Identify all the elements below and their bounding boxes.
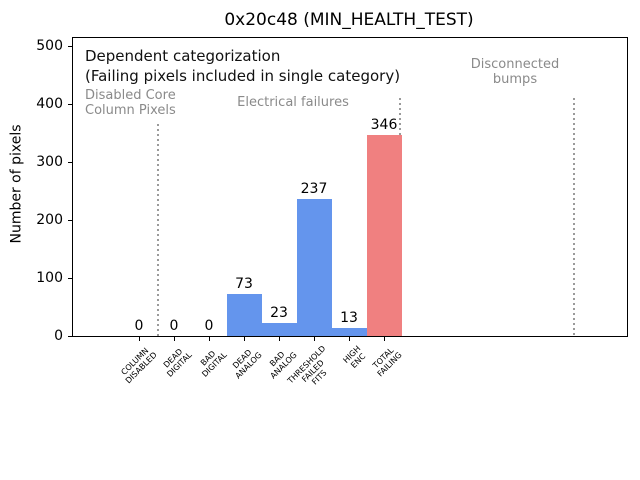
y-tick: [68, 162, 73, 163]
bar: [261, 323, 297, 336]
bar-value-label: 0: [134, 318, 144, 334]
y-tick: [68, 336, 73, 337]
chart-title: 0x20c48 (MIN_HEALTH_TEST): [224, 10, 474, 30]
plot-area: Dependent categorization (Failing pixels…: [36, 37, 628, 387]
annotation-line: bumps: [492, 72, 538, 87]
bar-value-label: 0: [204, 318, 214, 334]
annotation-line: Column Pixels: [85, 103, 176, 118]
y-tick-label: 500: [36, 38, 63, 54]
y-tick-label: 400: [36, 96, 63, 112]
separator-line: [157, 124, 159, 336]
annotation-line: Dependent categorization: [85, 47, 281, 65]
bar-value-label: 73: [235, 276, 253, 292]
bar-value-label: 346: [370, 117, 398, 133]
annotation-line: Disabled Core: [85, 88, 176, 103]
y-tick-label: 300: [36, 154, 63, 170]
bar-value-label: 0: [169, 318, 179, 334]
separator-line: [573, 98, 575, 336]
y-tick: [68, 278, 73, 279]
x-tick: [279, 336, 280, 341]
y-tick: [68, 46, 73, 47]
x-tick: [139, 336, 140, 341]
bar: [296, 199, 332, 336]
bar: [226, 294, 262, 336]
bar: [366, 135, 402, 336]
annotation-line: (Failing pixels included in single categ…: [85, 67, 401, 85]
y-tick-label: 100: [36, 270, 63, 286]
x-tick-label-text: HIGH ENC: [341, 344, 368, 370]
annotation-disconnected-bumps: Disconnected bumps: [435, 57, 595, 87]
y-tick-label: 0: [54, 328, 63, 344]
annotation-electrical-failures: Electrical failures: [237, 95, 349, 110]
x-tick: [314, 336, 315, 341]
x-tick: [244, 336, 245, 341]
x-tick: [209, 336, 210, 341]
y-tick: [68, 104, 73, 105]
y-tick-label: 200: [36, 212, 63, 228]
y-tick: [68, 220, 73, 221]
x-tick: [349, 336, 350, 341]
x-tick-label-text: TOTAL FAILING: [371, 345, 404, 379]
x-tick: [174, 336, 175, 341]
bar: [331, 328, 367, 336]
bar-value-label: 237: [300, 181, 328, 197]
bar-value-label: 13: [340, 310, 358, 326]
bar-value-label: 23: [270, 305, 288, 321]
annotation-line: Disconnected: [470, 57, 560, 72]
annotation-dependent-categorization: Dependent categorization (Failing pixels…: [85, 46, 400, 86]
annotation-disabled-core-column-pixels: Disabled Core Column Pixels: [85, 88, 176, 118]
x-tick: [384, 336, 385, 341]
